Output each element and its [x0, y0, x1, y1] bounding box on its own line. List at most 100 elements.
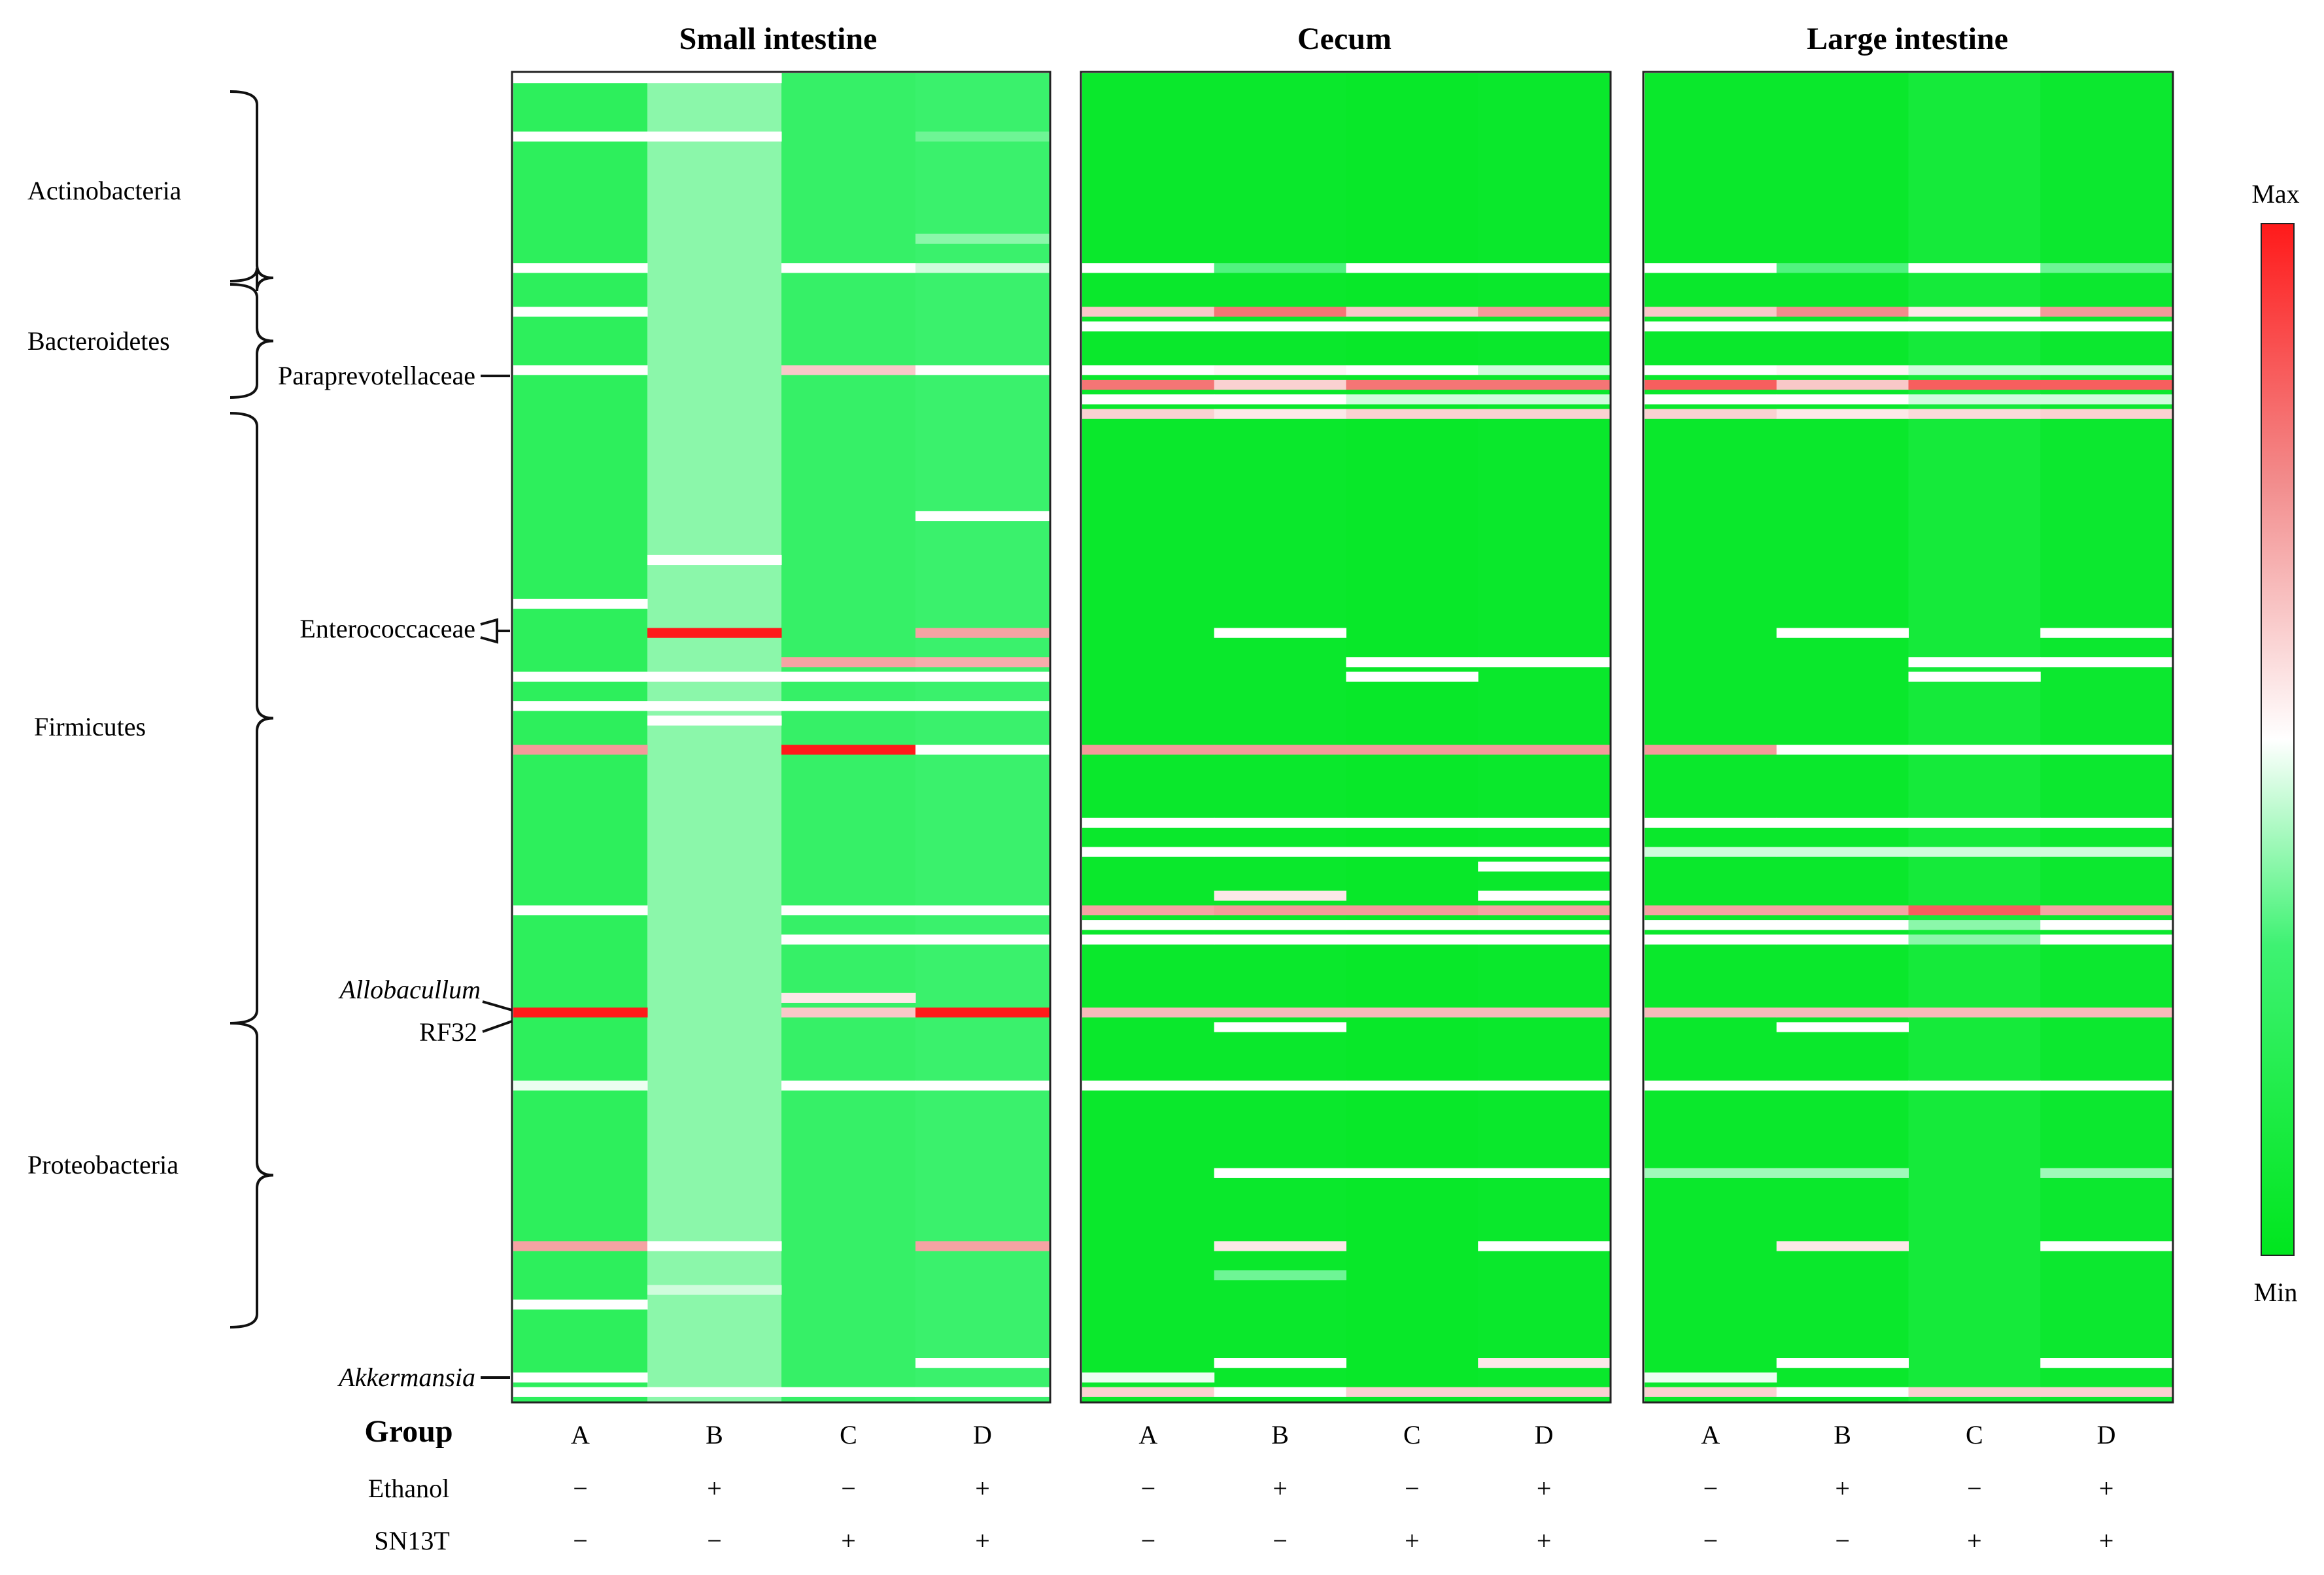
group-symbol: +: [1967, 1526, 1982, 1555]
group-col-label: D: [1535, 1420, 1554, 1449]
group-symbol: −: [573, 1474, 588, 1503]
heatmap-cell: [1214, 1008, 1346, 1018]
heatmap-cell: [1478, 861, 1611, 872]
group-symbol: +: [2099, 1474, 2114, 1503]
heatmap-cell: [1908, 671, 2041, 682]
heatmap-cell: [1776, 394, 1909, 405]
group-symbol: −: [1405, 1474, 1420, 1503]
callout-akkermansia: Akkermansia: [337, 1363, 475, 1392]
brace-proteobacteria: [230, 1022, 274, 1329]
ethanol-label: Ethanol: [368, 1474, 449, 1503]
heatmap-cell: [1645, 934, 1777, 945]
heatmap-cell: [1478, 409, 1611, 419]
group-col-label: B: [706, 1420, 723, 1449]
heatmap-cell: [1214, 1358, 1346, 1368]
panel-title-cecum: Cecum: [1297, 22, 1392, 56]
heatmap-cell: [2040, 1358, 2173, 1368]
heatmap-cell: [915, 1008, 1050, 1018]
callout-allobacullum: Allobacullum: [337, 975, 481, 1004]
heatmap-column-cecum-d: [1478, 73, 1611, 1402]
group-symbol: +: [1537, 1474, 1552, 1503]
heatmap-cell: [915, 1080, 1050, 1091]
group-symbol: +: [1835, 1474, 1850, 1503]
heatmap-cell: [1645, 394, 1777, 405]
group-col-label: A: [571, 1420, 590, 1449]
heatmap-cell: [1645, 321, 1777, 331]
heatmap-cell: [781, 905, 916, 915]
sn13t-label: SN13T: [374, 1526, 450, 1555]
heatmap-cell: [1908, 394, 2041, 405]
heatmap-cell: [2040, 934, 2173, 945]
heatmap-cell: [1908, 321, 2041, 331]
heatmap-cell: [1908, 1008, 2041, 1018]
heatmap-column-small-intestine-b: [647, 73, 782, 1402]
heatmap-cell: [1214, 920, 1346, 930]
heatmap-cell: [1776, 263, 1909, 273]
heatmap-cell: [1776, 905, 1909, 915]
heatmap-cell: [1478, 365, 1611, 375]
heatmap-cell: [1908, 934, 2041, 945]
heatmap-cell: [1776, 379, 1909, 390]
heatmap-cell: [1478, 1080, 1611, 1091]
heatmap-cell: [1346, 817, 1478, 828]
heatmap-cell: [1478, 379, 1611, 390]
heatmap-cell: [1214, 1022, 1346, 1032]
heatmap-cell: [513, 263, 648, 273]
heatmap-cell: [2040, 628, 2173, 638]
heatmap-cell: [1214, 628, 1346, 638]
heatmap-cell: [647, 131, 782, 142]
heatmap-cell: [1214, 307, 1346, 317]
heatmap-cell: [1082, 321, 1215, 331]
heatmap-cells: [513, 73, 2173, 1402]
group-symbol: −: [1703, 1474, 1718, 1503]
callout-line-rf32: [482, 1020, 513, 1033]
heatmap-cell: [1645, 307, 1777, 317]
heatmap-cell: [1346, 365, 1478, 375]
heatmap-cell: [1082, 1008, 1215, 1018]
group-symbol: +: [975, 1474, 990, 1503]
heatmap-cell: [1346, 409, 1478, 419]
heatmap-cell: [1478, 817, 1611, 828]
heatmap-cell: [915, 511, 1050, 522]
heatmap-cell: [1776, 817, 1909, 828]
heatmap-cell: [1645, 1387, 1777, 1397]
heatmap-cell: [781, 263, 916, 273]
group-symbol: −: [1835, 1526, 1850, 1555]
panel-frame-cecum: [1080, 71, 1612, 1404]
heatmap-cell: [1214, 905, 1346, 915]
heatmap-cell: [1776, 1358, 1909, 1368]
heatmap-cell: [1776, 1080, 1909, 1091]
heatmap-cell: [1214, 321, 1346, 331]
heatmap-cell: [1645, 1008, 1777, 1018]
group-col-label: B: [1271, 1420, 1289, 1449]
heatmap-cell: [1082, 905, 1215, 915]
heatmap-cell: [1346, 934, 1478, 945]
heatmap-cell: [915, 131, 1050, 142]
heatmap-cell: [513, 905, 648, 915]
heatmap-cell: [1478, 1387, 1611, 1397]
heatmap-cell: [781, 657, 916, 668]
heatmap-cell: [1645, 365, 1777, 375]
heatmap-cell: [513, 1080, 648, 1091]
group-symbol: +: [841, 1526, 856, 1555]
callout-bracket-enterococcaceae: [480, 618, 510, 644]
heatmap-cell: [1214, 365, 1346, 375]
heatmap-cell: [2040, 905, 2173, 915]
callout-enterococcaceae: Enterococcaceae: [299, 614, 475, 643]
heatmap-cell: [1478, 847, 1611, 857]
heatmap-cell: [1908, 1387, 2041, 1397]
heatmap-cell: [1346, 745, 1478, 755]
heatmap-cell: [1908, 379, 2041, 390]
heatmap-cell: [2040, 745, 2173, 755]
heatmap-cell: [513, 1008, 648, 1018]
heatmap-cell: [1645, 920, 1777, 930]
heatmap-cell: [647, 1387, 782, 1397]
heatmap-cell: [1082, 934, 1215, 945]
group-symbol: −: [1273, 1526, 1288, 1555]
group-symbol: −: [1141, 1474, 1156, 1503]
heatmap-cell: [513, 598, 648, 609]
heatmap-cell: [781, 671, 916, 682]
heatmap-cell: [781, 1080, 916, 1091]
heatmap-cell: [915, 233, 1050, 244]
heatmap-cell: [915, 365, 1050, 375]
